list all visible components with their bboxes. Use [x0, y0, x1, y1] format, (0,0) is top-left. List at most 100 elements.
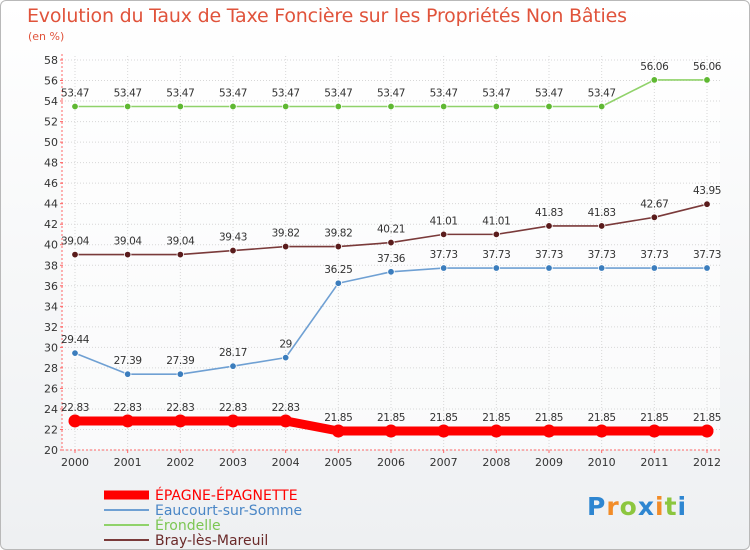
chart-title: Evolution du Taux de Taxe Foncière sur l… [27, 5, 627, 27]
y-tick-label: 28 [44, 362, 58, 375]
data-label: 22.83 [114, 402, 142, 414]
data-label: 21.85 [377, 412, 405, 424]
y-tick-label: 38 [44, 259, 58, 272]
data-label: 39.43 [219, 232, 247, 244]
data-label: 56.06 [640, 61, 669, 73]
y-tick-label: 54 [44, 95, 58, 108]
x-tick-label: 2009 [535, 456, 563, 469]
data-point [597, 102, 606, 111]
data-point [650, 264, 659, 272]
y-tick-label: 20 [44, 444, 58, 457]
data-point [229, 362, 237, 370]
data-point [279, 414, 293, 428]
data-point [331, 424, 345, 438]
data-label: 29 [279, 339, 292, 351]
data-label: 41.83 [535, 207, 563, 219]
data-point [545, 264, 553, 272]
data-label: 53.47 [324, 87, 352, 99]
legend-label: Bray-lès-Mareuil [155, 533, 268, 549]
data-point [123, 370, 132, 378]
data-point [229, 246, 237, 255]
data-point [489, 424, 503, 438]
series-ÉPAGNE-ÉPAGNETTE [68, 414, 714, 438]
legend-label: Érondelle [155, 517, 221, 534]
data-point [334, 102, 343, 111]
data-label: 21.85 [482, 412, 510, 424]
data-label: 53.47 [166, 87, 194, 99]
y-tick-label: 32 [44, 321, 58, 334]
data-point [121, 414, 135, 428]
data-point [71, 102, 79, 111]
data-point [542, 424, 556, 438]
x-tick-label: 2003 [219, 456, 247, 469]
x-tick-label: 2012 [693, 456, 721, 469]
y-tick-label: 50 [44, 136, 58, 149]
data-label: 43.95 [693, 185, 721, 197]
x-tick-label: 2005 [324, 456, 352, 469]
data-label: 42.67 [640, 198, 668, 210]
data-point [384, 424, 398, 438]
data-label: 21.85 [588, 412, 616, 424]
y-tick-label: 56 [44, 75, 58, 88]
data-point [387, 238, 395, 247]
data-label: 37.73 [430, 249, 458, 261]
x-tick-label: 2008 [482, 456, 510, 469]
x-tick-label: 2011 [640, 456, 668, 469]
data-label: 53.47 [114, 87, 142, 99]
data-point [71, 349, 79, 357]
data-labels: 53.47 53.47 53.47 53.47 53.47 53.47 53.47 53.47… [61, 61, 722, 424]
y-tick-label: 36 [44, 280, 58, 293]
data-point [703, 264, 711, 272]
y-tick-label: 30 [44, 341, 58, 354]
legend: ÉPAGNE-ÉPAGNETTEEaucourt-sur-SommeÉronde… [104, 487, 302, 549]
data-point [439, 230, 448, 239]
data-label: 36.25 [324, 264, 352, 276]
y-tick-label: 26 [44, 382, 58, 395]
logo-letter: P [587, 492, 607, 521]
data-point [439, 264, 448, 272]
data-label: 37.73 [693, 249, 721, 261]
data-label: 56.06 [693, 61, 722, 73]
y-tick-label: 42 [44, 218, 58, 231]
data-label: 21.85 [640, 412, 668, 424]
data-point [545, 102, 553, 111]
logo-letter: i [655, 492, 665, 521]
data-point [334, 279, 343, 287]
data-point [650, 213, 659, 222]
data-label: 37.73 [588, 249, 616, 261]
data-label: 39.04 [61, 236, 90, 248]
data-label: 53.47 [482, 87, 510, 99]
data-point [703, 200, 711, 208]
data-label: 53.47 [588, 87, 616, 99]
data-label: 41.01 [482, 215, 510, 227]
logo-letter: o [619, 492, 638, 521]
data-point [123, 102, 132, 111]
data-label: 22.83 [219, 402, 247, 414]
plot-area [62, 56, 720, 450]
data-point [647, 424, 661, 438]
x-tick-label: 2006 [377, 456, 405, 469]
y-tick-label: 46 [44, 177, 58, 190]
x-tick-label: 2004 [272, 456, 300, 469]
logo-letter: x [637, 492, 655, 521]
y-tick-label: 34 [44, 300, 58, 313]
data-point [173, 414, 187, 428]
data-point [492, 230, 501, 239]
y-tick-label: 58 [44, 54, 58, 67]
data-point [595, 424, 609, 438]
data-label: 53.47 [535, 87, 563, 99]
grid [62, 56, 720, 451]
data-point [545, 222, 553, 230]
data-label: 29.44 [61, 334, 90, 346]
data-label: 53.47 [430, 87, 458, 99]
data-label: 28.17 [219, 347, 247, 359]
data-point [71, 250, 79, 259]
data-label: 37.73 [482, 249, 510, 261]
data-point [492, 264, 501, 272]
data-label: 39.04 [166, 236, 195, 248]
proxiti-logo: Proxiti [587, 492, 687, 521]
x-tick-label: 2001 [114, 456, 142, 469]
data-label: 41.83 [588, 207, 616, 219]
data-point [68, 414, 82, 428]
